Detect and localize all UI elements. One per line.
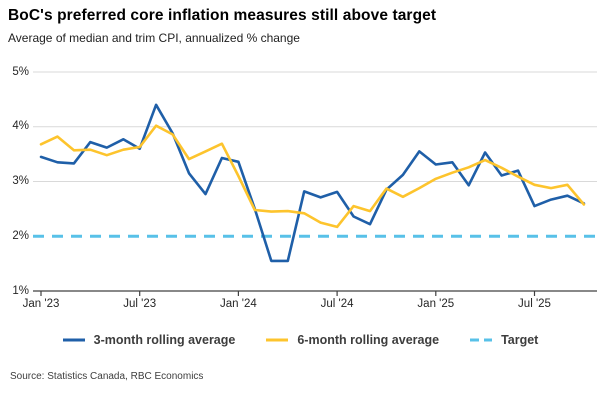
x-tick-label: Jul '24 xyxy=(320,298,354,310)
legend-label: Target xyxy=(501,333,539,347)
x-tick-label: Jan '24 xyxy=(220,298,257,310)
legend-label: 3-month rolling average xyxy=(93,333,236,347)
chart-subtitle: Average of median and trim CPI, annualiz… xyxy=(8,31,300,45)
y-tick-label: 5% xyxy=(12,65,29,78)
legend-swatch-target xyxy=(470,338,493,342)
line-6-month-rolling-average xyxy=(39,124,586,229)
legend-item-6-month: 6-month rolling average xyxy=(265,333,439,347)
legend-label: 6-month rolling average xyxy=(297,333,440,347)
x-tick-label: Jul '25 xyxy=(518,298,551,310)
x-tick-label: Jul '23 xyxy=(123,298,157,310)
source-note: Source: Statistics Canada, RBC Economics xyxy=(10,371,204,382)
x-tick-label: Jan '23 xyxy=(22,298,60,310)
legend-item-3-month: 3-month rolling average xyxy=(62,333,236,347)
y-tick-label: 3% xyxy=(12,175,29,187)
legend-swatch-6-month xyxy=(266,338,289,342)
y-tick-label: 2% xyxy=(12,229,29,242)
y-tick-label: 1% xyxy=(12,284,29,297)
y-tick-label: 4% xyxy=(12,120,29,133)
gridlines xyxy=(33,71,597,182)
x-tick-label: Jan '25 xyxy=(417,298,455,310)
legend-item-target: Target xyxy=(469,333,538,347)
chart-title: BoC's preferred core inflation measures … xyxy=(8,7,437,24)
legend-swatch-3-month xyxy=(62,338,85,342)
line-3-month-rolling-average xyxy=(39,103,586,263)
legend: 3-month rolling average 6-month rolling … xyxy=(0,333,600,347)
x-axis-ticks xyxy=(40,291,536,296)
